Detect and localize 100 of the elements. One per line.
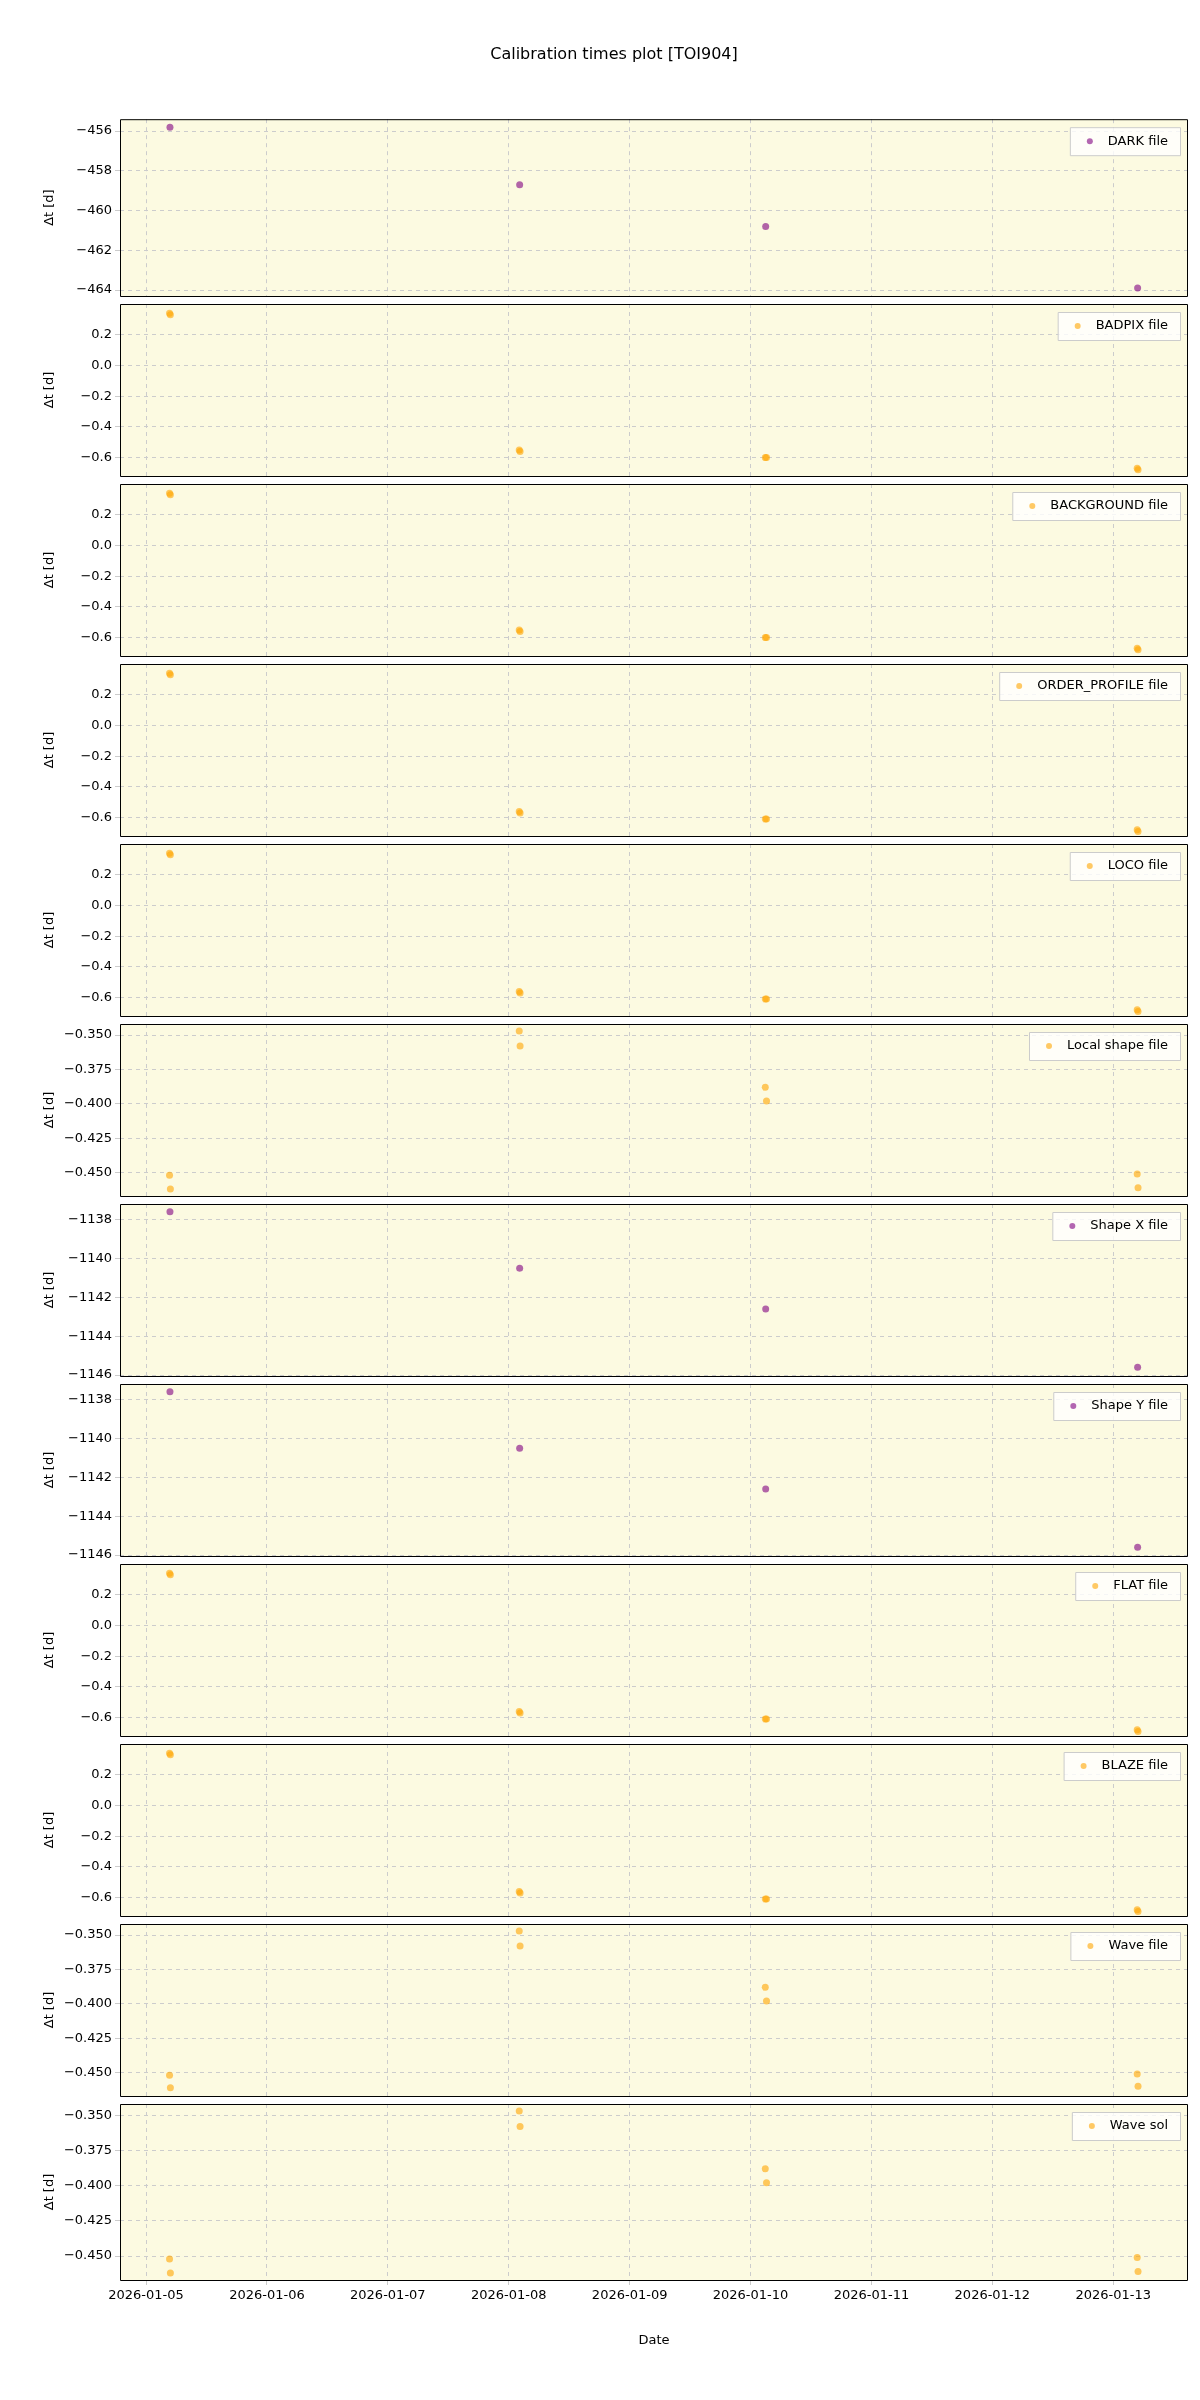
point: [166, 2269, 174, 2277]
point: [166, 1185, 174, 1193]
y-tick-label: −0.6: [80, 988, 112, 1004]
y-tick-label: −0.425: [63, 1129, 112, 1145]
point: [1133, 1170, 1141, 1178]
y-tick-label: −0.6: [80, 1708, 112, 1724]
y-tick-label: −0.6: [80, 808, 112, 824]
point: [761, 1983, 769, 1991]
legend-label: DARK file: [1107, 132, 1169, 148]
y-axis-title: Δt [d]: [41, 731, 57, 769]
x-axis-title: Date: [638, 2331, 670, 2347]
point: [166, 1171, 174, 1179]
x-tick-label: 2026-01-06: [229, 2287, 305, 2303]
y-tick-label: −0.375: [63, 2141, 112, 2157]
y-tick-label: −1138: [68, 1390, 112, 1406]
legend-label: ORDER_PROFILE file: [1037, 677, 1168, 693]
point: [516, 1264, 524, 1272]
y-tick-label: −0.425: [63, 2212, 112, 2228]
chart-title: Calibration times plot [TOI904]: [490, 43, 738, 63]
y-tick-label: −0.425: [63, 2029, 112, 2045]
y-tick-label: 0.0: [91, 536, 112, 552]
point: [166, 1388, 174, 1396]
x-tick-label: 2026-01-07: [350, 2287, 426, 2303]
y-tick-label: 0.2: [91, 506, 112, 522]
y-tick-label: −0.375: [63, 1060, 112, 1076]
point: [516, 1444, 524, 1452]
y-tick-label: −0.2: [80, 1647, 112, 1663]
legend-label: Wave sol: [1109, 2117, 1169, 2133]
y-tick-label: −0.2: [80, 1827, 112, 1843]
y-tick-label: −458: [76, 162, 112, 178]
y-axis-title: Δt [d]: [41, 1811, 57, 1849]
y-tick-label: −0.450: [63, 1163, 112, 1179]
point: [515, 1927, 523, 1935]
point: [763, 1997, 771, 2005]
y-axis-title: Δt [d]: [41, 1991, 57, 2029]
legend-label: Local shape file: [1067, 1037, 1169, 1053]
y-tick-label: 0.2: [91, 866, 112, 882]
y-tick-label: 0.0: [91, 716, 112, 732]
y-tick-label: −0.6: [80, 1888, 112, 1904]
x-tick-label: 2026-01-12: [954, 2287, 1031, 2303]
y-tick-label: −1146: [68, 1366, 112, 1382]
y-axis-title: Δt [d]: [41, 1631, 57, 1669]
y-axis-title: Δt [d]: [41, 371, 57, 409]
y-tick-label: −0.4: [80, 418, 112, 434]
legend-label: FLAT file: [1113, 1577, 1169, 1593]
x-tick-label: 2026-01-08: [470, 2287, 547, 2303]
y-tick-label: −0.375: [63, 1960, 112, 1976]
legend-label: LOCO file: [1107, 857, 1169, 873]
y-tick-label: 0.0: [91, 896, 112, 912]
y-axis-title: Δt [d]: [41, 1271, 57, 1309]
y-tick-label: −1146: [68, 1546, 112, 1562]
point: [763, 1097, 771, 1105]
y-tick-label: −0.6: [80, 448, 112, 464]
y-axis-title: Δt [d]: [41, 911, 57, 949]
point: [166, 2084, 174, 2092]
y-tick-label: −0.6: [80, 628, 112, 644]
y-tick-label: −0.400: [63, 1095, 112, 1111]
point: [516, 181, 524, 189]
x-tick-label: 2026-01-09: [591, 2287, 668, 2303]
point: [166, 1208, 174, 1216]
y-axis-title: Δt [d]: [41, 1091, 57, 1129]
point: [515, 1027, 523, 1035]
point: [166, 2071, 174, 2079]
x-tick-label: 2026-01-05: [108, 2287, 184, 2303]
y-tick-label: −0.400: [63, 1995, 112, 2011]
point: [1133, 2253, 1141, 2261]
y-tick-label: −464: [76, 281, 112, 297]
point: [1134, 2268, 1142, 2276]
y-tick-label: −0.4: [80, 1858, 112, 1874]
y-tick-label: −0.350: [63, 2106, 112, 2122]
y-tick-label: −0.4: [80, 598, 112, 614]
legend-label: Wave file: [1108, 1937, 1169, 1953]
y-tick-label: −0.4: [80, 958, 112, 974]
y-tick-label: −0.450: [63, 2063, 112, 2079]
legend-label: BLAZE file: [1101, 1757, 1168, 1773]
y-axis-title: Δt [d]: [41, 2173, 57, 2211]
point: [166, 123, 174, 131]
y-tick-label: −1142: [68, 1288, 112, 1304]
y-tick-label: 0.0: [91, 1616, 112, 1632]
point: [516, 1942, 524, 1950]
legend-label: Shape X file: [1090, 1217, 1169, 1233]
x-tick-label: 2026-01-10: [712, 2287, 789, 2303]
y-tick-label: −456: [76, 122, 112, 138]
point: [762, 222, 770, 230]
y-tick-label: −0.2: [80, 387, 112, 403]
y-tick-label: −0.2: [80, 927, 112, 943]
y-tick-label: −1144: [68, 1327, 112, 1343]
y-tick-label: −0.2: [80, 747, 112, 763]
y-tick-label: −462: [76, 241, 112, 257]
point: [1133, 2070, 1141, 2078]
point: [1134, 2082, 1142, 2090]
point: [761, 1083, 769, 1091]
y-tick-label: −0.350: [63, 1026, 112, 1042]
point: [761, 2165, 769, 2173]
y-tick-label: −0.4: [80, 778, 112, 794]
y-tick-label: 0.2: [91, 1586, 112, 1602]
legend-label: BADPIX file: [1095, 317, 1169, 333]
y-tick-label: −0.400: [63, 2177, 112, 2193]
point: [1134, 1184, 1142, 1192]
y-tick-label: −1142: [68, 1468, 112, 1484]
